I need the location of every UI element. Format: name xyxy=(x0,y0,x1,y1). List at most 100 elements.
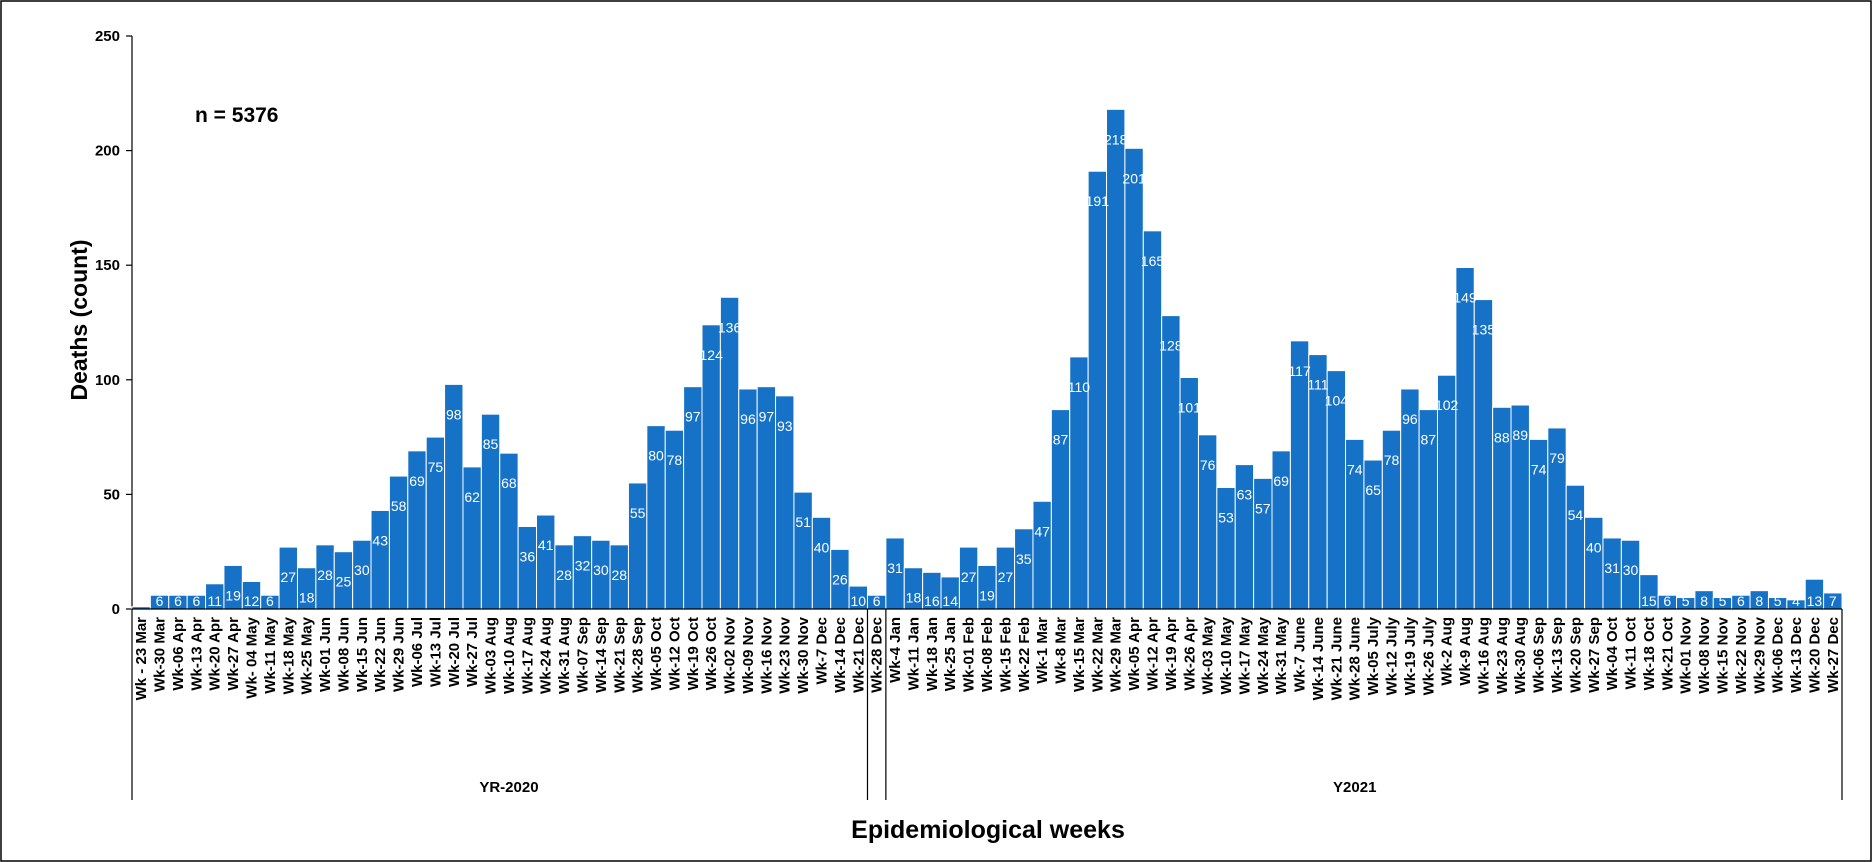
bar-value-label: 63 xyxy=(1237,487,1253,503)
bar xyxy=(1473,299,1494,610)
x-tick-label: Wk-08 Jun xyxy=(335,617,352,692)
x-tick-label: Wk-18 Oct xyxy=(1641,617,1658,690)
bar xyxy=(719,296,740,610)
x-tick-label: Wk-14 June xyxy=(1310,617,1327,700)
bars xyxy=(131,108,1843,610)
bar-value-label: 74 xyxy=(1531,461,1547,477)
bar-value-label: 15 xyxy=(1641,593,1657,609)
bar-value-label: 104 xyxy=(1325,393,1349,409)
bar-value-label: 53 xyxy=(1218,510,1234,526)
bar xyxy=(370,509,390,610)
x-tick-label: Wk-20 Apr xyxy=(207,617,224,691)
x-tick-label: Wk-21 Sep xyxy=(611,617,628,693)
y-tick-label: 200 xyxy=(95,143,120,160)
x-tick-label: Wk-29 Jun xyxy=(391,617,408,692)
bar-value-label: 79 xyxy=(1549,450,1565,466)
x-tick-label: Wk-15 Feb xyxy=(997,617,1014,692)
x-tick-label: Wk-13 Sep xyxy=(1549,617,1566,693)
bar-value-label: 30 xyxy=(354,562,370,578)
bar-value-label: 14 xyxy=(942,593,958,609)
bar-value-label: 6 xyxy=(174,593,182,609)
x-tick-label: Wk-26 Apr xyxy=(1181,617,1198,691)
bar-value-label: 4 xyxy=(1792,593,1800,609)
x-tick-label: Wk-01 Jun xyxy=(317,617,334,692)
x-tick-label: Wk - 23 Mar xyxy=(133,617,150,701)
x-tick-label: Wk-30 Mar xyxy=(152,617,169,692)
x-tick-label: Wk-17 May xyxy=(1236,616,1253,694)
x-tick-label: Wk-20 Sep xyxy=(1567,617,1584,693)
bar-value-label: 62 xyxy=(464,489,480,505)
x-tick-label: Wk-06 Sep xyxy=(1531,617,1548,693)
x-tick-label: Wk-29 Nov xyxy=(1751,616,1768,693)
bar-value-label: 12 xyxy=(244,593,260,609)
bar xyxy=(1216,487,1236,610)
bar-value-label: 87 xyxy=(1053,432,1069,448)
x-tick-label: Wk-01 Feb xyxy=(961,617,978,692)
bar-value-label: 97 xyxy=(759,409,775,425)
y-tick-label: 50 xyxy=(103,486,120,503)
x-tick-label: Wk-06 Jul xyxy=(409,617,426,687)
bar-value-label: 30 xyxy=(1623,562,1639,578)
x-tick-label: Wk-06 Apr xyxy=(170,617,187,691)
x-tick-label: Wk-07 Sep xyxy=(574,617,591,693)
x-tick-label: Wk-20 Dec xyxy=(1806,617,1823,693)
x-tick-label: Wk-15 Mar xyxy=(1071,617,1088,692)
x-tick-label: Wk-22 Mar xyxy=(1089,617,1106,692)
bar-value-label: 165 xyxy=(1141,253,1165,269)
x-tick-label: Wk-05 Oct xyxy=(648,617,665,690)
x-tick-label: Wk-05 Apr xyxy=(1126,617,1143,691)
bar-value-label: 26 xyxy=(832,571,848,587)
x-tick-label: Wk-11 Jan xyxy=(905,617,922,690)
bar xyxy=(1161,315,1181,610)
y-tick-label: 100 xyxy=(95,372,120,389)
sample-size-annotation: n = 5376 xyxy=(195,104,278,127)
bar-value-label: 18 xyxy=(299,590,315,606)
bar-value-label: 40 xyxy=(814,539,830,555)
y-axis-label: Deaths (count) xyxy=(66,240,92,401)
x-tick-label: Wk-19 Apr xyxy=(1163,617,1180,691)
bar-value-label: 6 xyxy=(192,593,200,609)
bar-value-label: 35 xyxy=(1016,551,1032,567)
bar xyxy=(793,491,813,610)
bar-value-label: 43 xyxy=(372,532,388,548)
bar-value-label: 1 xyxy=(137,593,145,609)
y-tick-label: 250 xyxy=(95,28,120,45)
x-tick-label: Wk-14 Sep xyxy=(593,617,610,693)
bar xyxy=(1124,147,1144,610)
x-tick-label: Wk-12 July xyxy=(1384,616,1401,695)
bar-value-label: 117 xyxy=(1288,363,1311,379)
bar-value-label: 55 xyxy=(630,505,646,521)
x-tick-label: Wk-30 Aug xyxy=(1512,617,1529,694)
x-tick-label: Wk-24 Aug xyxy=(538,617,555,694)
x-tick-label: Wk-13 Dec xyxy=(1788,617,1805,693)
bar-value-label: 40 xyxy=(1586,539,1602,555)
x-tick-label: Wk-31 May xyxy=(1273,616,1290,694)
x-tick-label: Wk-20 Jul xyxy=(446,617,463,687)
x-tick-label: Wk-13 Jul xyxy=(427,617,444,687)
x-tick-label: Wk-14 Dec xyxy=(832,617,849,693)
bar-value-label: 27 xyxy=(998,569,1014,585)
x-tick-label: Wk-28 June xyxy=(1347,617,1364,700)
bar xyxy=(517,525,538,610)
bar-value-label: 69 xyxy=(1273,473,1289,489)
bar-value-label: 96 xyxy=(1402,411,1418,427)
y-tick-label: 150 xyxy=(95,257,120,274)
x-tick-label: Wk-12 Oct xyxy=(666,617,683,690)
bar xyxy=(1584,516,1604,610)
x-tick-label: Wk-25 May xyxy=(299,616,316,694)
bar-value-label: 10 xyxy=(851,593,867,609)
bar-value-label: 88 xyxy=(1494,429,1510,445)
year-groups: YR-2020 Y2021 xyxy=(131,609,1843,800)
bar-value-label: 149 xyxy=(1453,289,1477,305)
bar-value-label: 65 xyxy=(1365,482,1381,498)
bar-value-label: 36 xyxy=(520,548,536,564)
bar-value-label: 87 xyxy=(1421,432,1437,448)
bar-value-label: 74 xyxy=(1347,461,1363,477)
bar-value-label: 5 xyxy=(1774,593,1782,609)
bar-value-label: 47 xyxy=(1034,523,1050,539)
bar-value-label: 30 xyxy=(593,562,609,578)
bar-value-label: 19 xyxy=(979,587,995,603)
bar-value-label: 6 xyxy=(156,593,164,609)
bar xyxy=(701,324,721,610)
bar-value-label: 58 xyxy=(391,498,407,514)
